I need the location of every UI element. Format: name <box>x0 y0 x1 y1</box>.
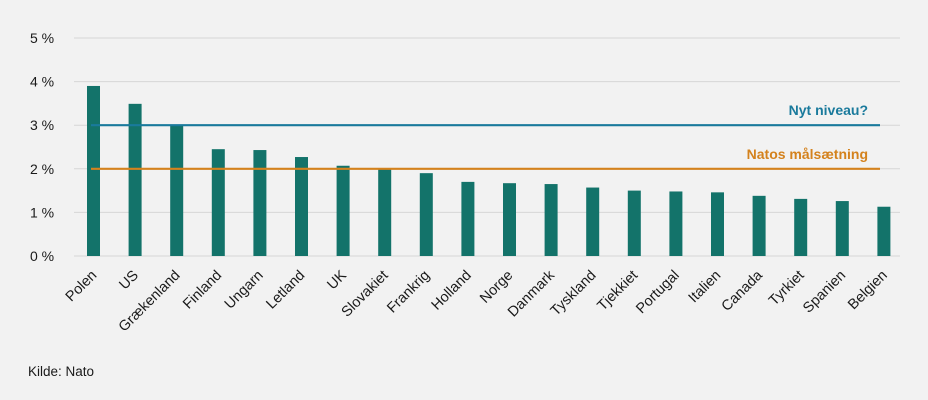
x-tick-label: UK <box>324 267 350 293</box>
bar <box>794 198 808 256</box>
x-tick-label: Polen <box>63 268 101 306</box>
bar <box>170 124 184 256</box>
bar <box>586 187 600 256</box>
y-tick-label: 4 % <box>30 74 54 90</box>
bar <box>544 184 558 256</box>
bar <box>336 165 350 256</box>
source-note: Kilde: Nato <box>28 364 95 379</box>
bar <box>87 85 100 257</box>
bar <box>669 191 683 256</box>
x-tick-label: US <box>116 268 142 294</box>
x-tick-label: Belgien <box>845 268 891 314</box>
x-tick-label: Spanien <box>800 268 849 317</box>
y-tick-label: 5 % <box>30 30 54 46</box>
bar <box>128 103 142 256</box>
bar <box>503 183 516 256</box>
x-tick-label: Canada <box>719 267 767 315</box>
bar <box>711 192 724 256</box>
reference-line-label: Nyt niveau? <box>789 102 868 118</box>
x-tick-label: Ungarn <box>222 268 267 313</box>
x-tick-label: Finland <box>180 268 225 313</box>
bar <box>253 150 267 256</box>
bar <box>378 168 392 256</box>
x-tick-label: Tyskland <box>548 268 600 320</box>
x-tick-label: Portugal <box>633 268 683 318</box>
x-tick-label: Letland <box>263 268 308 313</box>
bars <box>87 85 891 257</box>
reference-lines: Nyt niveau? Natos målsætning <box>91 102 880 170</box>
bar <box>877 206 891 256</box>
bar <box>461 181 475 256</box>
bar <box>419 173 433 256</box>
bar <box>835 201 849 256</box>
x-tick-label: Holland <box>429 268 475 314</box>
bar <box>627 190 641 256</box>
x-tick-label: Italien <box>686 268 725 307</box>
y-tick-label: 1 % <box>30 204 54 220</box>
y-tick-label: 2 % <box>30 161 54 177</box>
x-tick-label: Danmark <box>505 267 558 320</box>
x-tick-label: Norge <box>477 268 516 307</box>
y-tick-label: 3 % <box>30 117 54 133</box>
y-axis-ticks: 0 % 1 % 2 % 3 % 4 % 5 % <box>30 30 54 264</box>
y-tick-label: 0 % <box>30 248 54 264</box>
bar <box>295 157 308 256</box>
reference-line-label: Natos målsætning <box>747 146 868 162</box>
x-tick-label: Frankrig <box>384 268 433 317</box>
bar <box>752 195 766 256</box>
bar <box>211 149 225 256</box>
